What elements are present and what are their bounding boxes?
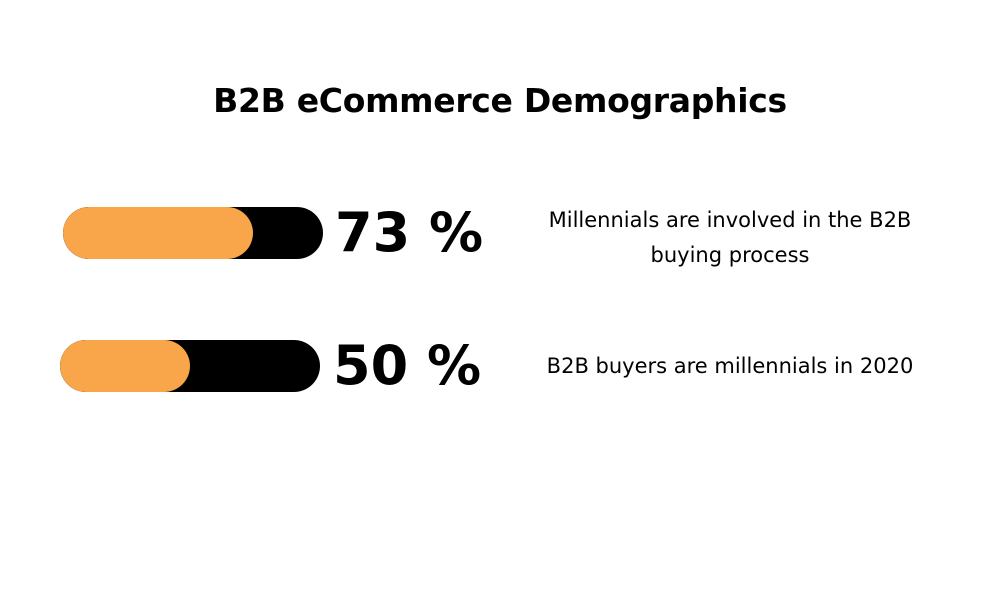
percent-value: 50 % [333,334,482,397]
stat-row-millennials-involved: 73 % Millennials are involved in the B2B… [0,201,1000,267]
chart-title: B2B eCommerce Demographics [213,81,787,120]
progress-bar-fill [60,340,190,392]
progress-bar-fill [63,207,253,259]
stat-description: B2B buyers are millennials in 2020 [546,354,914,378]
progress-bar-track [63,207,323,259]
percent-value: 73 % [335,201,484,264]
stat-description: Millennials are involved in the B2B buyi… [548,208,912,267]
stat-row-buyers-millennials: 50 % B2B buyers are millennials in 2020 [0,334,1000,398]
progress-bar-track [60,340,320,392]
